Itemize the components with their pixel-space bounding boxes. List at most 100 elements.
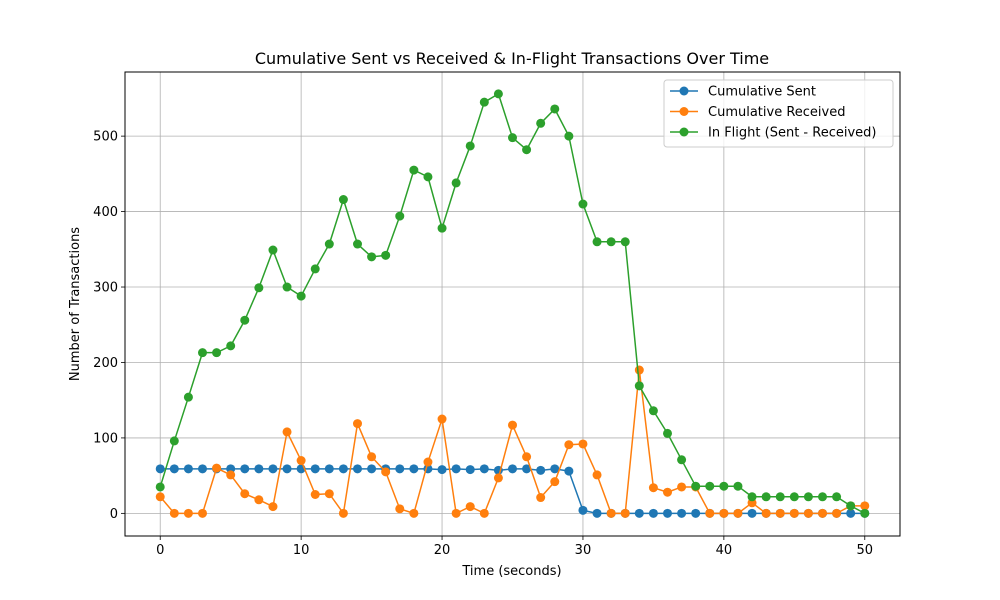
data-point	[648, 508, 658, 518]
data-point	[155, 482, 165, 492]
data-point	[324, 489, 334, 499]
data-point	[747, 508, 757, 518]
data-point	[240, 489, 250, 499]
data-point	[536, 465, 546, 475]
data-point	[747, 492, 757, 502]
data-point	[719, 508, 729, 518]
legend: Cumulative Sent Cumulative Received In Fli…	[663, 79, 894, 148]
data-point	[536, 118, 546, 128]
data-point	[437, 414, 447, 424]
y-tick-label: 400	[93, 205, 118, 220]
data-point	[226, 470, 236, 480]
legend-label: Cumulative Sent	[708, 85, 816, 100]
data-point	[381, 467, 391, 477]
data-point	[296, 291, 306, 301]
data-point	[832, 492, 842, 502]
data-point	[691, 481, 701, 491]
x-tick-label: 10	[293, 543, 310, 558]
data-point	[451, 464, 461, 474]
data-point	[761, 508, 771, 518]
data-point	[353, 419, 362, 429]
legend-box	[663, 79, 894, 148]
data-point	[155, 492, 165, 502]
data-point	[691, 508, 701, 518]
data-point	[508, 133, 517, 143]
data-point	[155, 464, 165, 474]
data-point	[522, 452, 532, 462]
data-point	[395, 464, 405, 474]
data-point	[254, 495, 264, 505]
data-point	[663, 428, 672, 438]
y-tick-label: 0	[110, 507, 118, 522]
data-point	[803, 492, 813, 502]
y-tick-label: 500	[93, 130, 118, 145]
data-point	[353, 239, 362, 249]
data-point	[282, 282, 292, 292]
data-point	[705, 481, 715, 491]
data-point	[493, 89, 503, 99]
data-point	[296, 456, 306, 466]
data-point	[775, 508, 785, 518]
data-point	[564, 466, 574, 476]
data-point	[465, 465, 475, 475]
data-point	[508, 464, 517, 474]
data-point	[634, 381, 644, 391]
data-point	[789, 508, 799, 518]
data-point	[761, 492, 771, 502]
data-point	[648, 483, 658, 493]
data-point	[338, 464, 348, 474]
data-point	[733, 481, 743, 491]
series-2	[155, 89, 870, 518]
data-point	[522, 464, 532, 474]
data-point	[183, 508, 193, 518]
legend-label: Cumulative Received	[708, 105, 845, 120]
data-point	[367, 464, 377, 474]
data-point	[634, 365, 644, 375]
data-point	[564, 131, 574, 141]
data-point	[324, 464, 334, 474]
data-point	[465, 141, 475, 151]
series-1	[155, 365, 870, 518]
data-point	[648, 406, 658, 416]
data-point	[493, 473, 503, 483]
data-point	[198, 464, 207, 474]
data-point	[268, 245, 278, 255]
data-point	[860, 508, 870, 518]
data-point	[606, 508, 616, 518]
legend-marker	[679, 107, 689, 116]
data-point	[677, 482, 687, 492]
legend-item: In Flight (Sent - Received)	[670, 126, 876, 141]
data-point	[451, 178, 461, 188]
data-point	[465, 502, 475, 512]
data-point	[536, 493, 546, 503]
data-point	[423, 172, 433, 182]
data-point	[479, 464, 489, 474]
data-point	[367, 252, 377, 262]
x-tick-label: 50	[856, 543, 873, 558]
data-point	[818, 492, 827, 502]
data-point	[564, 440, 574, 450]
data-point	[846, 508, 856, 518]
data-point	[592, 508, 602, 518]
data-point	[254, 283, 264, 293]
data-point	[169, 436, 179, 446]
data-point	[550, 477, 560, 487]
series-layer	[155, 89, 870, 518]
chart-title: Cumulative Sent vs Received & In-Flight …	[255, 49, 769, 68]
data-point	[733, 508, 743, 518]
x-axis-label: Time (seconds)	[461, 564, 561, 579]
data-point	[254, 464, 264, 474]
data-point	[310, 490, 320, 500]
data-point	[212, 463, 222, 473]
data-point	[860, 501, 870, 511]
data-point	[620, 508, 630, 518]
data-point	[789, 492, 799, 502]
data-point	[409, 165, 419, 175]
data-point	[550, 464, 560, 474]
data-point	[634, 508, 644, 518]
data-point	[240, 315, 250, 325]
data-point	[367, 452, 377, 462]
data-point	[226, 341, 236, 351]
